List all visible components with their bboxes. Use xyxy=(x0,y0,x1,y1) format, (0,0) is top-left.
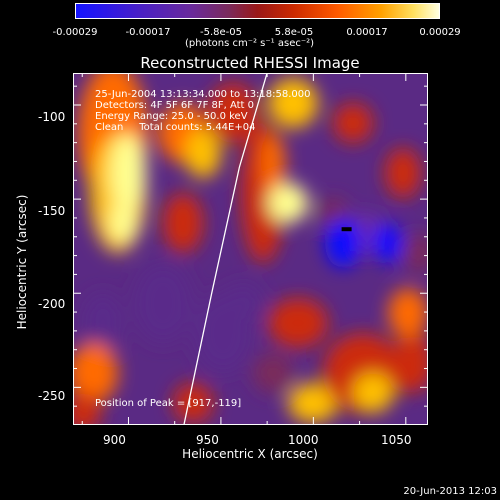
emission-blob xyxy=(268,298,328,348)
emission-blob xyxy=(268,78,318,128)
emission-blob xyxy=(83,293,123,353)
x-tick-label: 900 xyxy=(103,433,126,447)
emission-blob xyxy=(353,373,393,413)
x-tick-label: 1000 xyxy=(288,433,319,447)
y-tick-label: -250 xyxy=(38,389,66,403)
colorbar-tick: -0.00029 xyxy=(52,27,98,38)
colorbar-units: (photons cm⁻² s⁻¹ asec⁻²) xyxy=(185,38,315,49)
y-tick-label: -100 xyxy=(38,110,66,124)
emission-blob xyxy=(223,283,263,323)
x-tick-label: 950 xyxy=(196,433,219,447)
emission-blob xyxy=(388,288,428,338)
solar-limb-line xyxy=(183,73,268,425)
info-line: Clean Total counts: 5.44E+04 xyxy=(95,122,256,133)
colorbar-tick: -5.8e-05 xyxy=(200,27,242,38)
x-tick-label: 1050 xyxy=(381,433,412,447)
emission-blob xyxy=(109,203,137,243)
footer-timestamp: 20-Jun-2013 12:03 xyxy=(403,486,497,497)
emission-blob xyxy=(185,128,221,178)
emission-blob xyxy=(403,233,428,273)
emission-blob xyxy=(288,383,338,423)
emission-blob xyxy=(110,133,146,213)
emission-blob xyxy=(133,263,193,343)
y-axis-label: Heliocentric Y (arcsec) xyxy=(15,194,29,330)
info-line: Detectors: 4F 5F 6F 7F 8F, Att 0 xyxy=(95,100,255,111)
emission-blob xyxy=(393,333,428,393)
emission-blob xyxy=(73,343,118,403)
y-tick-label: -150 xyxy=(38,204,66,218)
emission-blob xyxy=(385,148,421,198)
colorbar-tick: 0.00017 xyxy=(346,27,388,38)
colorbar-gradient xyxy=(75,3,440,19)
emission-blob xyxy=(333,103,373,143)
emission-blob xyxy=(373,223,403,263)
emission-blob xyxy=(268,183,308,223)
emission-blob xyxy=(325,218,361,268)
emission-blob xyxy=(73,393,101,425)
emission-blob xyxy=(261,133,285,193)
heatmap-plot xyxy=(73,73,428,425)
x-axis-label: Heliocentric X (arcsec) xyxy=(182,447,318,461)
emission-blob xyxy=(253,353,293,393)
colorbar-tick: 5.8e-05 xyxy=(274,27,314,38)
emission-blob xyxy=(173,383,213,423)
min-marker xyxy=(341,227,352,232)
peak-position-label: Position of Peak = [917,-119] xyxy=(95,398,242,409)
y-tick-label: -200 xyxy=(38,297,66,311)
info-line: Energy Range: 25.0 - 50.0 keV xyxy=(95,111,248,122)
colorbar-tick: 0.00029 xyxy=(419,27,461,38)
chart-title: Reconstructed RHESSI Image xyxy=(140,54,360,72)
emission-blob xyxy=(163,193,203,253)
info-line: 25-Jun-2004 13:13:34.000 to 13:18:58.000 xyxy=(95,89,311,100)
colorbar xyxy=(75,3,440,19)
colorbar-tick: -0.00017 xyxy=(125,27,171,38)
emission-blob xyxy=(208,83,258,143)
